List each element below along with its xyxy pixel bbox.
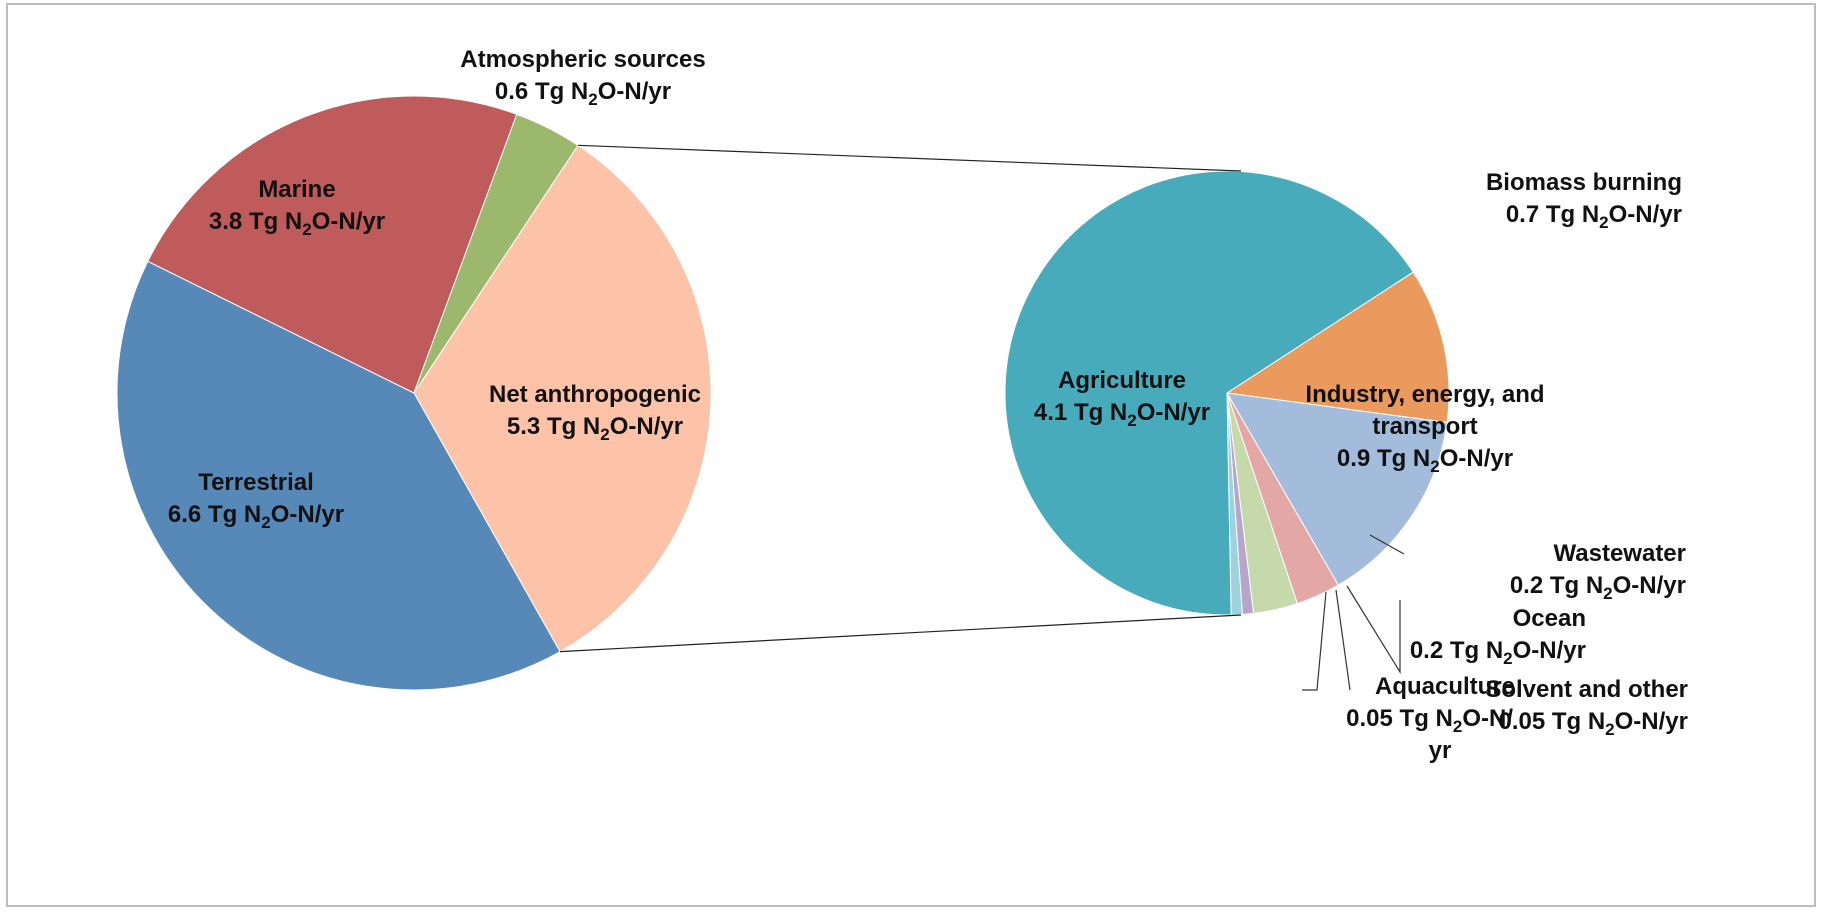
main-slice-marine [147,95,518,394]
breakdown-agriculture-name-label: Agriculture [1058,367,1186,394]
breakdown-slice-industry-energy-and-transport [1226,392,1448,586]
breakdown-solvent-and-other-name-label: Solvent and other [1485,676,1688,703]
leader-line-aquaculture [1302,591,1327,691]
leader-line-ocean [1346,585,1401,675]
main-atmospheric-sources-value-label: 0.6 Tg N2O-N/yr [495,78,671,109]
breakdown-slice-biomass-burning [1225,271,1450,424]
main-terrestrial-value-label: 6.6 Tg N2O-N/yr [168,501,344,532]
breakdown-aquaculture-name-label: Aquaculture [1375,673,1515,700]
breakdown-agriculture-value-label: 4.1 Tg N2O-N/yr [1034,399,1210,430]
main-marine-value-label: 3.8 Tg N2O-N/yr [209,208,385,239]
main-net-anthropogenic-value-label: 5.3 Tg N2O-N/yr [507,413,683,444]
main-terrestrial-name-label: Terrestrial [198,469,314,496]
breakdown-ocean-name-label: Ocean [1513,605,1586,632]
breakdown-biomass-burning-value-label: 0.7 Tg N2O-N/yr [1506,201,1682,232]
breakdown-slice-agriculture [1004,170,1414,616]
main-slice-net-anthropogenic [413,144,712,653]
main-atmospheric-sources-name-label: Atmospheric sources [460,46,705,73]
leader-line-wastewater [1369,534,1405,555]
breakdown-biomass-burning-name-label: Biomass burning [1486,169,1682,196]
breakdown-industry-energy-and-transport-name-label-1: Industry, energy, and [1305,381,1544,408]
leader-line-solvent-and-other [1335,589,1351,691]
connector-line-bottom [559,614,1242,653]
breakdown-aquaculture-value-label-2: yr [1429,737,1452,764]
breakdown-industry-energy-and-transport-name-label-2: transport [1372,413,1477,440]
breakdown-wastewater-value-label: 0.2 Tg N2O-N/yr [1510,572,1686,603]
breakdown-aquaculture-value-label: 0.05 Tg N2O-N/ [1346,705,1513,736]
main-slice-atmospheric-sources [413,113,579,394]
main-net-anthropogenic-name-label: Net anthropogenic [489,381,701,408]
breakdown-ocean-value-label: 0.2 Tg N2O-N/yr [1410,637,1586,668]
slice-labels: Net anthropogenic 5.3 Tg N2O-N/yr Terrestr… [168,46,1688,764]
breakdown-wastewater-name-label: Wastewater [1554,540,1687,567]
connector-line-top [577,144,1242,172]
main-marine-name-label: Marine [258,176,335,203]
main-slice-terrestrial [116,260,561,691]
breakdown-solvent-and-other-value-label: 0.05 Tg N2O-N/yr [1498,708,1688,739]
breakdown-industry-energy-and-transport-value-label: 0.9 Tg N2O-N/yr [1337,445,1513,476]
